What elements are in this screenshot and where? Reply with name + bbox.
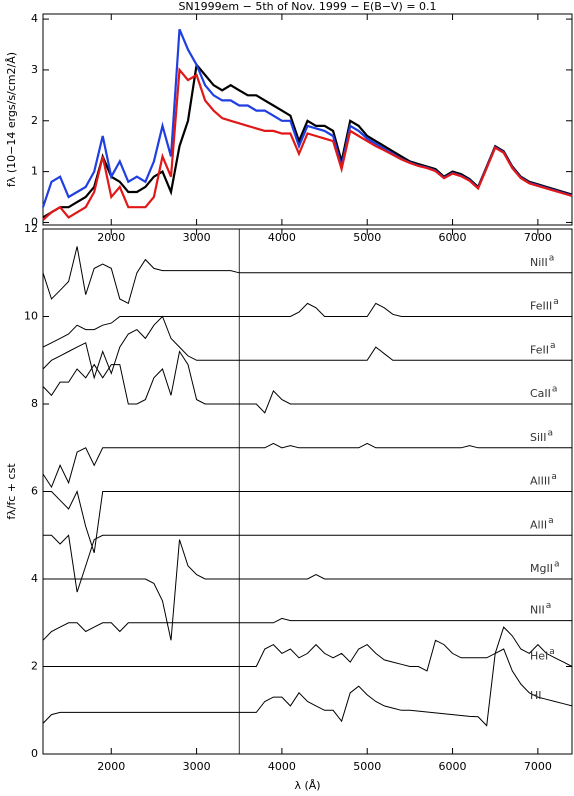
spectrum-line — [42, 67, 573, 221]
x-tick-label: 4000 — [268, 231, 296, 244]
y-axis-label: fλ/fc + cst — [5, 463, 18, 520]
series-label: FeIII — [530, 300, 552, 313]
y-tick-label: 0 — [31, 747, 38, 760]
series-label: NiII — [530, 256, 548, 269]
y-tick-label: 2 — [31, 114, 38, 127]
spectrum-line — [42, 350, 572, 414]
series-label: SiII — [530, 431, 547, 444]
series-label: CaII — [530, 387, 551, 400]
spectrum-line — [42, 246, 572, 305]
chart-title: SN1999em − 5th of Nov. 1999 − E(B−V) = 0… — [178, 0, 436, 13]
series-label-superscript: a — [549, 647, 555, 657]
series-label: HeI — [530, 650, 548, 663]
series-label-superscript: a — [548, 516, 554, 526]
x-tick-label: 5000 — [353, 231, 381, 244]
spectrum-line — [43, 626, 573, 672]
x-tick-label: 3000 — [183, 760, 211, 773]
y-tick-label: 6 — [31, 485, 38, 498]
spectrum-line — [42, 617, 572, 641]
x-tick-label: 2000 — [97, 760, 125, 773]
series-label: MgII — [530, 562, 553, 575]
y-tick-label: 4 — [31, 12, 38, 25]
series-label-superscript: a — [553, 297, 559, 307]
series-label-superscript: a — [546, 601, 552, 611]
series-label: AlII — [530, 518, 547, 531]
y-tick-label: 0 — [31, 215, 38, 228]
series-label-superscript: a — [552, 385, 558, 395]
y-tick-label: 1 — [31, 165, 38, 178]
x-tick-label: 4000 — [268, 760, 296, 773]
x-tick-label: 7000 — [524, 231, 552, 244]
y-tick-label: 12 — [24, 222, 38, 235]
y-tick-label: 10 — [24, 310, 38, 323]
plot-frame — [42, 13, 573, 226]
x-tick-label: 2000 — [97, 231, 125, 244]
x-tick-label: 7000 — [524, 760, 552, 773]
spectrum-line — [42, 442, 572, 489]
spectrum-line — [41, 28, 573, 208]
y-tick-label: 8 — [31, 397, 38, 410]
y-axis-label: fλ (10−14 ergs/s/cm2/Å) — [5, 52, 18, 187]
y-tick-label: 4 — [31, 572, 38, 585]
y-tick-label: 3 — [31, 63, 38, 76]
spectrum-line — [42, 315, 572, 380]
spectrum-line — [42, 302, 572, 348]
spectrum-line — [42, 648, 573, 727]
x-tick-label: 5000 — [353, 760, 381, 773]
series-label: AlIII — [530, 475, 550, 488]
series-label-superscript: a — [551, 472, 557, 482]
series-label-superscript: a — [549, 253, 555, 263]
spectrum-line — [43, 490, 572, 553]
spectrum-line — [43, 539, 572, 641]
series-label: NII — [530, 604, 545, 617]
series-label-superscript: a — [554, 560, 560, 570]
series-label: HI — [530, 689, 542, 702]
x-tick-label: 3000 — [183, 231, 211, 244]
y-tick-label: 2 — [31, 660, 38, 673]
x-axis-label: λ (Å) — [294, 779, 320, 792]
series-label-superscript: a — [550, 341, 556, 351]
x-tick-label: 6000 — [439, 760, 467, 773]
series-label-superscript: a — [548, 428, 554, 438]
series-label: FeII — [530, 343, 549, 356]
spectrum-line — [43, 534, 572, 593]
x-tick-label: 6000 — [439, 231, 467, 244]
